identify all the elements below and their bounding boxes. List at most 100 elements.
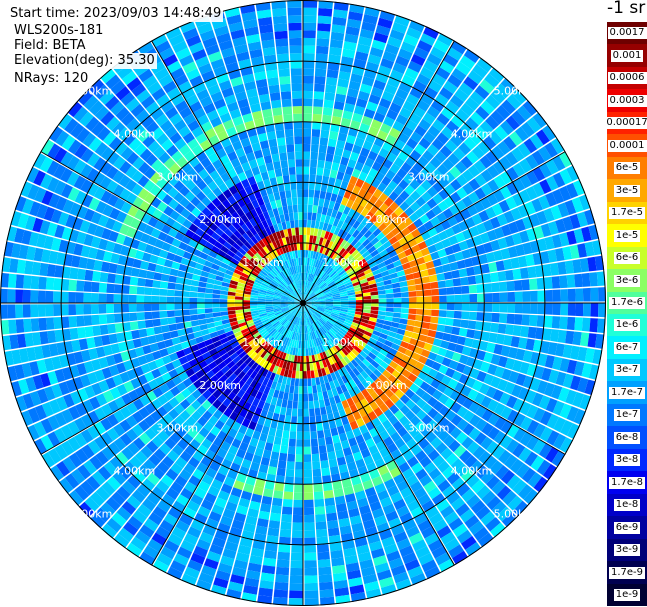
range-gate-cell (444, 183, 456, 196)
range-gate-cell (171, 261, 181, 270)
range-gate-cell (152, 318, 161, 327)
range-gate-cell (488, 67, 505, 83)
range-gate-cell (362, 265, 371, 272)
range-gate-cell (282, 309, 290, 314)
range-gate-cell (216, 447, 228, 459)
range-gate-cell (288, 30, 302, 39)
range-gate-cell (314, 322, 320, 330)
range-gate-cell (282, 261, 288, 270)
range-gate-cell (273, 223, 280, 233)
range-gate-cell (253, 149, 264, 159)
range-gate-cell (183, 533, 199, 546)
range-gate-cell (184, 327, 194, 335)
range-gate-cell (189, 75, 204, 88)
range-gate-cell (193, 330, 203, 339)
range-gate-cell (328, 282, 336, 288)
range-gate-cell (303, 7, 317, 16)
range-gate-cell (510, 336, 520, 348)
range-gate-cell (331, 336, 339, 345)
range-gate-cell (333, 379, 340, 388)
range-gate-cell (353, 316, 362, 322)
range-gate-cell (407, 373, 418, 383)
range-gate-cell (500, 77, 517, 94)
range-gate-cell (316, 353, 322, 362)
range-gate-cell (101, 403, 113, 417)
range-gate-cell (363, 108, 376, 119)
range-gate-cell (520, 121, 535, 138)
range-gate-cell (380, 496, 393, 508)
range-gate-cell (206, 322, 216, 329)
range-gate-cell (252, 540, 266, 550)
range-gate-cell (209, 543, 224, 556)
range-gate-cell (309, 235, 314, 244)
range-gate-cell (517, 142, 531, 158)
range-gate-cell (207, 84, 221, 96)
range-gate-cell (260, 284, 269, 290)
range-gate-cell (322, 313, 330, 319)
range-gate-cell (311, 314, 318, 322)
range-gate-cell (119, 433, 133, 447)
range-gate-cell (328, 458, 338, 468)
range-gate-cell (193, 268, 202, 276)
range-gate-cell (322, 325, 329, 333)
range-gate-cell (189, 438, 201, 451)
range-gate-cell (296, 288, 301, 297)
range-gate-cell (440, 505, 455, 519)
range-gate-cell (257, 416, 266, 426)
range-gate-cell (455, 463, 470, 477)
range-gate-cell (290, 243, 295, 252)
range-gate-cell (362, 479, 374, 490)
range-gate-cell (262, 320, 271, 326)
range-gate-cell (282, 336, 288, 345)
range-gate-cell (466, 266, 475, 277)
range-gate-cell (195, 132, 208, 145)
range-gate-cell (174, 309, 183, 317)
range-gate-cell (407, 314, 417, 321)
range-gate-cell (254, 447, 264, 457)
range-gate-cell (308, 189, 315, 198)
range-gate-cell (446, 471, 461, 485)
range-ring-label: 5.00km (494, 507, 536, 520)
range-gate-cell (205, 432, 217, 443)
range-gate-cell (318, 300, 326, 303)
range-gate-cell (135, 530, 151, 545)
range-gate-cell (275, 566, 290, 576)
range-gate-cell (222, 508, 236, 520)
colorbar-level: 1.7e-8 (607, 471, 647, 495)
range-gate-cell (362, 358, 371, 367)
range-gate-cell (362, 309, 371, 314)
range-gate-cell (325, 322, 333, 329)
range-gate-cell (205, 283, 214, 289)
range-gate-cell (403, 217, 413, 227)
range-gate-cell (273, 23, 288, 32)
range-gate-cell (416, 99, 430, 112)
range-gate-cell (244, 80, 257, 91)
range-ring-label: 1.00km (322, 256, 364, 269)
range-gate-cell (370, 295, 379, 300)
range-ring-label: 4.00km (451, 465, 493, 478)
range-gate-cell (424, 566, 441, 580)
range-gate-cell (48, 343, 59, 357)
range-gate-cell (114, 197, 126, 211)
range-gate-cell (212, 298, 220, 303)
range-gate-cell (432, 518, 448, 532)
range-gate-cell (304, 288, 307, 296)
range-gate-cell (77, 464, 92, 480)
range-gate-cell (330, 403, 339, 413)
range-gate-cell (129, 217, 141, 230)
colorbar-level-label: 1.7e-9 (608, 566, 646, 579)
range-gate-cell (432, 338, 443, 347)
range-gate-cell (325, 332, 332, 340)
range-gate-cell (437, 248, 447, 258)
range-gate-cell (375, 24, 391, 36)
range-gate-cell (137, 277, 146, 287)
colorbar-level-label: 1e-6 (613, 319, 641, 332)
range-gate-cell (109, 207, 121, 220)
range-gate-cell (352, 376, 361, 386)
range-gate-cell (189, 285, 199, 292)
range-gate-cell (175, 456, 188, 469)
range-gate-cell (300, 310, 303, 319)
range-gate-cell (10, 380, 23, 397)
range-gate-cell (265, 235, 272, 244)
range-gate-cell (452, 278, 462, 287)
